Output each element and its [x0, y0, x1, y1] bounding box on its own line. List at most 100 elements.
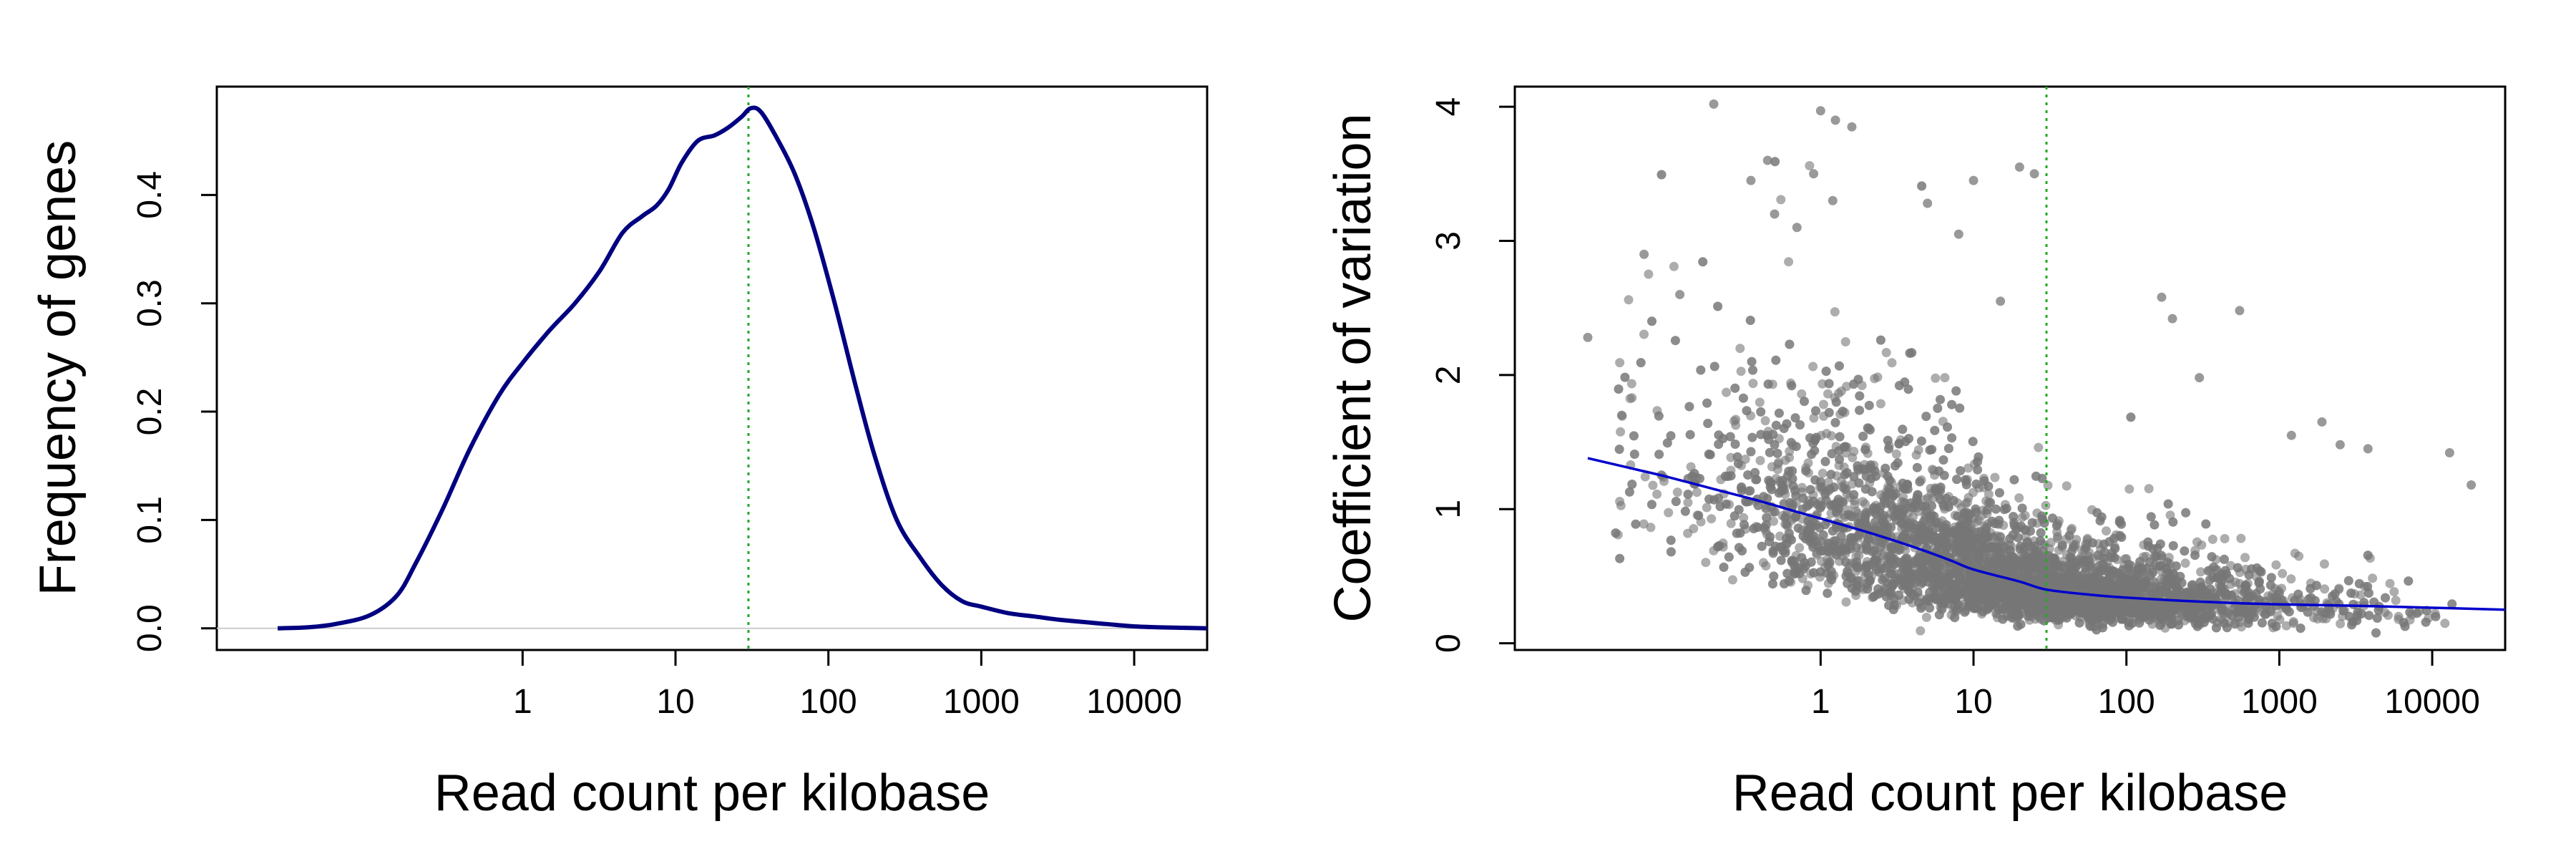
cv-point	[2257, 618, 2267, 628]
cv-point	[1730, 440, 1740, 449]
cv-point	[1800, 397, 1809, 407]
cv-y-tick-label: 3	[1430, 231, 1468, 251]
density-y-tick-label: 0.4	[131, 171, 169, 219]
cv-point	[1639, 329, 1649, 339]
density-plot-frame	[215, 85, 1209, 651]
cv-point	[2391, 596, 2401, 606]
cv-x-tick-label: 1000	[2241, 683, 2318, 721]
cv-point	[1825, 557, 1835, 567]
cv-point	[2052, 532, 2062, 542]
cv-point	[1784, 257, 1794, 267]
cv-point	[2364, 611, 2374, 621]
cv-point	[2219, 554, 2229, 564]
cv-point	[2181, 508, 2191, 518]
cv-point	[1879, 510, 1889, 520]
cv-point	[1875, 542, 1885, 552]
cv-point	[2208, 614, 2218, 624]
cv-point	[1748, 379, 1758, 389]
cv-point	[1752, 475, 1762, 485]
cv-point	[1956, 466, 1966, 476]
cv-point	[1731, 420, 1741, 430]
cv-point	[1750, 467, 1760, 477]
cv-point	[2369, 597, 2379, 607]
cv-point	[2344, 611, 2354, 621]
cv-point	[1870, 374, 1880, 384]
cv-point	[1960, 607, 1970, 617]
cv-point	[1740, 520, 1749, 530]
cv-point	[2216, 581, 2226, 591]
cv-point	[2030, 550, 2040, 559]
cv-point	[1739, 513, 1749, 523]
cv-point	[1787, 535, 1796, 545]
cv-point	[1805, 161, 1815, 170]
cv-point	[2281, 621, 2291, 631]
cv-point	[2143, 541, 2153, 551]
cv-point	[1790, 486, 1800, 495]
cv-point	[2421, 617, 2431, 627]
cv-point	[1770, 157, 1780, 167]
cv-point	[2372, 613, 2382, 623]
cv-point	[2256, 567, 2266, 577]
cv-point	[1964, 528, 1974, 538]
cv-point	[1815, 503, 1825, 513]
cv-point	[1782, 419, 1792, 429]
cv-point	[1770, 440, 1780, 450]
cv-point	[1883, 435, 1893, 445]
cv-point	[1730, 383, 1740, 393]
cv-point	[2036, 536, 2046, 545]
cv-point	[1873, 589, 1883, 599]
cv-point	[2019, 545, 2029, 555]
cv-point	[2192, 537, 2202, 547]
cv-point	[1724, 552, 1734, 562]
cv-point	[2214, 572, 2224, 582]
cv-point	[1818, 530, 1828, 540]
cv-point	[2023, 537, 2033, 547]
cv-point	[1884, 601, 1894, 611]
cv-point	[1943, 444, 1953, 453]
cv-point	[2346, 588, 2356, 598]
cv-point	[2275, 615, 2285, 625]
cv-point	[1824, 379, 1834, 389]
cv-point	[2336, 618, 2346, 629]
cv-point	[2110, 543, 2120, 553]
cv-point	[1647, 316, 1657, 326]
cv-point	[1820, 520, 1830, 530]
cv-point	[1767, 579, 1777, 589]
cv-point	[1809, 568, 1819, 578]
cv-point	[1755, 397, 1765, 407]
cv-point	[2201, 519, 2211, 529]
cv-y-tick-label: 4	[1430, 97, 1468, 117]
cv-point	[1950, 613, 1960, 623]
cv-point	[2023, 611, 2033, 621]
cv-point	[2326, 609, 2336, 619]
cv-plot-area	[1583, 87, 2506, 650]
cv-point	[1835, 455, 1845, 465]
cv-point	[1891, 449, 1901, 459]
cv-point	[1629, 450, 1639, 459]
cv-point	[1838, 407, 1848, 417]
cv-point	[1714, 430, 1724, 440]
cv-point	[2009, 512, 2019, 522]
cv-point	[1615, 553, 1625, 563]
cv-point	[2233, 563, 2243, 573]
cv-point	[1672, 487, 1682, 498]
density-x-tick-label: 1000	[943, 683, 1020, 721]
cv-point	[1913, 497, 1923, 506]
cv-point	[2166, 619, 2176, 629]
cv-point	[1827, 431, 1836, 441]
cv-point	[1615, 358, 1625, 368]
cv-point	[2338, 606, 2348, 616]
cv-point	[2278, 568, 2288, 578]
density-y-ticks: 0.00.10.20.30.4	[131, 171, 217, 652]
cv-point	[1721, 499, 1731, 509]
cv-point	[2211, 623, 2221, 633]
cv-point	[1654, 450, 1664, 460]
cv-point	[1793, 523, 1803, 533]
cv-point	[1709, 361, 1719, 372]
cv-point	[1831, 397, 1841, 407]
cv-point	[1795, 543, 1805, 553]
cv-point	[1938, 455, 1948, 465]
cv-point	[1987, 516, 1997, 526]
